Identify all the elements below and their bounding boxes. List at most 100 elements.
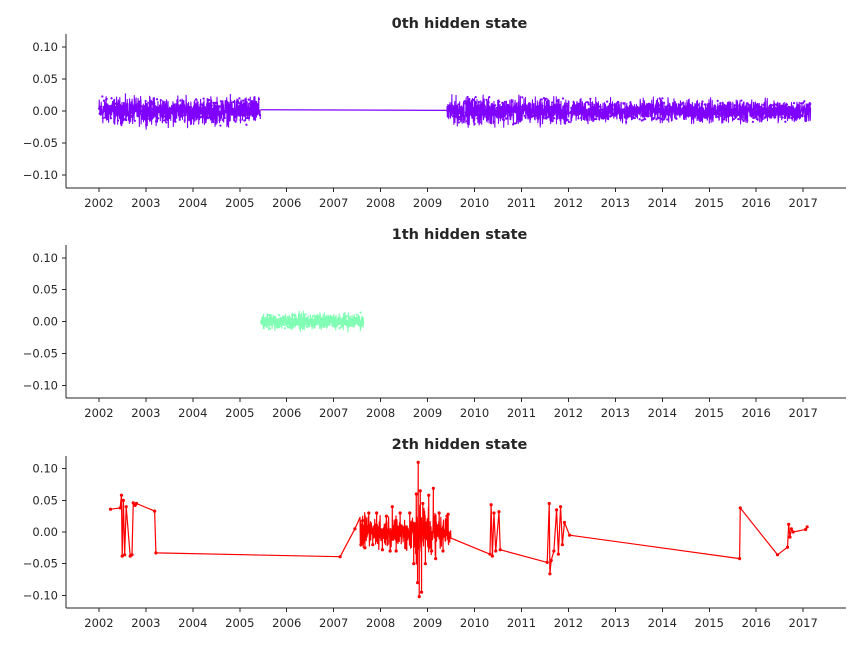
data-point (780, 111, 783, 114)
data-point (700, 117, 703, 120)
data-point (552, 112, 555, 115)
data-point (638, 118, 641, 121)
data-point (781, 116, 784, 119)
x-tick-label: 2014 (648, 196, 677, 210)
data-point (110, 97, 113, 100)
data-point (775, 553, 780, 557)
data-point (273, 324, 276, 327)
data-point (182, 114, 185, 117)
data-point (624, 116, 627, 119)
data-point (221, 118, 224, 121)
data-point (552, 549, 556, 553)
data-point (711, 116, 714, 119)
data-point (524, 116, 527, 119)
data-point (545, 560, 549, 565)
x-tick-label: 2013 (601, 616, 630, 630)
series-group (259, 310, 365, 333)
data-point (153, 509, 157, 513)
data-point (789, 527, 793, 531)
data-point (695, 108, 699, 111)
data-point (507, 104, 510, 107)
x-tick-label: 2016 (742, 196, 771, 210)
data-point (431, 486, 435, 490)
data-point (108, 108, 111, 111)
data-point (118, 506, 122, 510)
x-tick-label: 2002 (84, 616, 113, 630)
series-markers (108, 460, 809, 599)
data-point (702, 109, 705, 112)
data-point (583, 113, 586, 116)
data-point (801, 115, 804, 118)
data-point (239, 118, 242, 122)
data-point (545, 97, 548, 100)
data-point (557, 110, 560, 113)
data-point (608, 107, 611, 110)
data-point (254, 118, 257, 121)
data-point (168, 114, 171, 117)
data-point (704, 103, 707, 106)
data-point (506, 109, 509, 112)
data-point (351, 318, 354, 321)
data-point (481, 113, 484, 116)
data-point (694, 111, 697, 114)
data-point (733, 109, 736, 113)
data-point (787, 522, 791, 527)
data-point (763, 110, 766, 113)
data-point (535, 105, 538, 109)
x-tick-label: 2003 (131, 196, 160, 210)
data-point (698, 110, 701, 113)
data-point (212, 101, 215, 104)
data-point (107, 110, 110, 113)
data-point (227, 118, 230, 121)
data-point (704, 116, 707, 119)
data-point (541, 116, 545, 119)
data-point (236, 99, 239, 102)
data-point (723, 118, 726, 121)
data-point (732, 108, 735, 111)
data-point (210, 104, 213, 107)
y-tick-label: 0.05 (32, 493, 58, 507)
data-point (179, 111, 182, 114)
data-point (789, 106, 792, 110)
data-point (738, 112, 741, 115)
data-point (785, 109, 788, 113)
y-tick-label: −0.05 (23, 136, 58, 150)
data-point (759, 113, 763, 116)
data-point (139, 107, 142, 110)
data-point (157, 117, 160, 120)
data-point (141, 110, 145, 113)
data-point (567, 105, 570, 109)
data-point (100, 112, 103, 115)
data-point (718, 113, 721, 116)
data-point (515, 120, 519, 123)
data-point (468, 108, 471, 111)
data-point (123, 553, 127, 557)
axes-group: 0.10 0.05 0.00 −0.05 −0.10 2002 2003 2004 2005 20… (23, 245, 846, 420)
y-tick-label: −0.10 (23, 168, 58, 182)
data-point (288, 321, 291, 324)
data-point (497, 100, 501, 103)
data-point (607, 106, 610, 109)
data-point (492, 511, 496, 515)
data-point (210, 112, 213, 115)
data-point (618, 108, 621, 111)
data-point (762, 112, 765, 116)
data-point (694, 113, 698, 116)
data-point (679, 108, 682, 111)
data-point (179, 99, 182, 102)
data-point (454, 111, 457, 114)
data-point (446, 106, 449, 109)
series-segment-markers (97, 95, 262, 127)
data-point (667, 113, 671, 116)
data-point (518, 106, 521, 109)
data-point (549, 105, 552, 109)
data-point (503, 100, 507, 103)
data-point (794, 109, 797, 112)
data-point (450, 103, 453, 107)
data-point (505, 117, 508, 120)
data-point (785, 103, 789, 106)
data-point (362, 321, 365, 324)
data-point (470, 102, 473, 105)
data-point (408, 511, 412, 515)
